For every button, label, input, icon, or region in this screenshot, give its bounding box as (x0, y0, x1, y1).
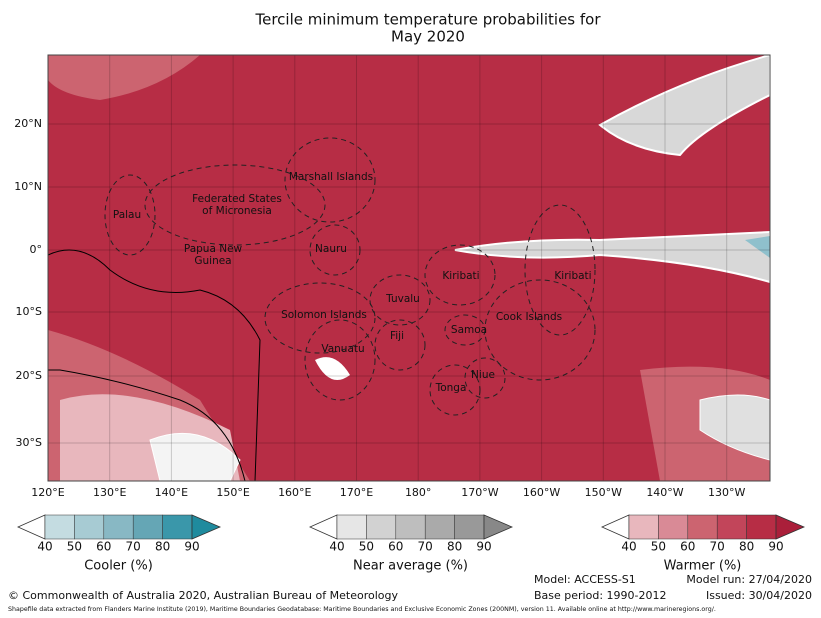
region-label: Fiji (390, 330, 404, 342)
region-label: Kiribati (554, 270, 591, 282)
colorbar-segment (44, 514, 75, 540)
colorbar-segment (103, 514, 134, 540)
colorbar-tick: 80 (447, 540, 462, 554)
colorbar-tick: 90 (768, 540, 783, 554)
colorbar-segment (628, 514, 659, 540)
graticule (47, 55, 770, 481)
colorbar-tick: 70 (126, 540, 141, 554)
region-label: Kiribati (442, 270, 479, 282)
title: May 2020 (391, 28, 465, 46)
colorbar-segment (687, 514, 718, 540)
colorbar-segment (74, 514, 105, 540)
colorbar-tick: 80 (155, 540, 170, 554)
colorbar-segment (658, 514, 689, 540)
base-period: Base period: 1990-2012 (534, 589, 666, 602)
white-area (149, 432, 241, 481)
colorbar-tick: 40 (329, 540, 344, 554)
colorbar-tick: 50 (651, 540, 666, 554)
colorbar-segment (454, 514, 485, 540)
colorbar-end (601, 514, 630, 540)
white-area (315, 357, 350, 380)
region-label: Solomon Islands (281, 309, 367, 321)
colorbar-tick: 90 (184, 540, 199, 554)
map-frame (47, 54, 771, 482)
colorbar-label: Near average (%) (353, 559, 468, 574)
region-label: Vanuatu (321, 343, 364, 355)
colorbar-segment (162, 514, 193, 540)
colorbar-end (309, 514, 338, 540)
region-label: Cook Islands (496, 311, 562, 323)
colorbar-tick: 40 (621, 540, 636, 554)
colorbar-end (17, 514, 46, 540)
region-label: Palau (113, 209, 141, 221)
colorbar-tick: 60 (96, 540, 111, 554)
colorbar-tick: 60 (680, 540, 695, 554)
colorbar-label: Warmer (%) (664, 559, 742, 574)
colorbar-tick: 80 (739, 540, 754, 554)
region-label: Papua New (184, 243, 243, 255)
lon-label: 130°E (93, 486, 126, 499)
region-label: of Micronesia (202, 205, 272, 217)
issued: Issued: 30/04/2020 (706, 589, 812, 602)
colorbar-segment (746, 514, 777, 540)
colorbar-tick: 40 (37, 540, 52, 554)
lon-label: 140°W (646, 486, 683, 499)
colorbar-label: Cooler (%) (84, 559, 153, 574)
cool-patch (745, 236, 770, 258)
region-label: Niue (471, 369, 495, 381)
colorbar-segment (366, 514, 397, 540)
lat-label: 10°S (16, 305, 42, 318)
lon-label: 180° (405, 486, 432, 499)
region-label: Nauru (315, 243, 347, 255)
colorbar-end (191, 514, 222, 540)
colorbar-segment (336, 514, 367, 540)
region-label: Samoa (451, 324, 487, 336)
colorbar-tick: 50 (359, 540, 374, 554)
lon-label: 150°E (216, 486, 249, 499)
region-label: Marshall Islands (289, 171, 373, 183)
colorbar-tick: 90 (476, 540, 491, 554)
lon-label: 170°E (340, 486, 373, 499)
region-label: Tonga (435, 382, 467, 394)
lon-label: 170°W (461, 486, 498, 499)
model-run: Model run: 27/04/2020 (686, 573, 812, 586)
region-label: Federated States (192, 193, 282, 205)
lon-label: 130°W (708, 486, 745, 499)
lat-label: 10°N (14, 180, 42, 193)
shapefile-note: Shapefile data extracted from Flanders M… (8, 606, 716, 613)
region-label: Tuvalu (385, 293, 420, 305)
lon-label: 150°W (585, 486, 622, 499)
boundaries (104, 137, 596, 416)
copyright: © Commonwealth of Australia 2020, Austra… (8, 589, 398, 602)
map (48, 55, 770, 481)
grey-area (699, 394, 770, 461)
lat-label: 20°N (14, 117, 42, 130)
colorbar-segment (716, 514, 747, 540)
colorbar-segment (132, 514, 163, 540)
colorbar-end (775, 514, 806, 540)
region-label: Guinea (194, 255, 231, 267)
lat-label: 30°S (16, 436, 42, 449)
model: Model: ACCESS-S1 (534, 573, 636, 586)
warm-area (48, 55, 200, 100)
title: Tercile minimum temperature probabilitie… (254, 11, 601, 29)
colorbar-tick: 70 (418, 540, 433, 554)
lon-label: 160°E (278, 486, 311, 499)
colorbar-segment (395, 514, 426, 540)
coastline (48, 249, 261, 481)
colorbar-end (483, 514, 514, 540)
colorbar-tick: 70 (710, 540, 725, 554)
colorbar-segment (424, 514, 455, 540)
colorbar-tick: 60 (388, 540, 403, 554)
lon-label: 160°W (523, 486, 560, 499)
lon-label: 120°E (31, 486, 64, 499)
lat-label: 20°S (16, 369, 42, 382)
lat-label: 0° (30, 243, 43, 256)
grey-band (598, 55, 770, 157)
equator-band (454, 230, 770, 284)
colorbar-tick: 50 (67, 540, 82, 554)
lon-label: 140°E (155, 486, 188, 499)
